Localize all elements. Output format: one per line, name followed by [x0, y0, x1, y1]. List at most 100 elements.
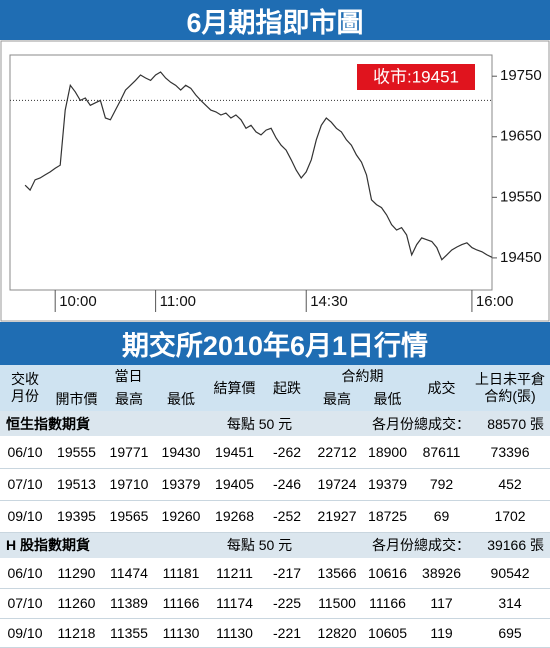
value-cell: 11130: [155, 618, 208, 648]
value-cell: 19565: [103, 500, 155, 533]
value-cell: 38926: [413, 558, 471, 589]
header-cell: 結算價: [207, 365, 263, 411]
section-title: 恒生指數期貨: [0, 411, 208, 436]
value-cell: 11389: [103, 588, 155, 619]
data-row: 07/10 19513 19710 19379 19405 -246 19724 19379 7…: [0, 468, 550, 501]
header-line: 上日未平倉: [475, 371, 546, 387]
section-row: H 股指數期貨 每點 50 元各月份總成交： 39166 張: [0, 532, 550, 558]
data-row: 09/10 19395 19565 19260 19268 -252 21927 18725 6…: [0, 500, 550, 533]
value-cell: 21927: [312, 500, 363, 533]
value-cell: 19268: [207, 500, 263, 533]
value-cell: 19771: [103, 436, 155, 469]
month-cell: 06/10: [0, 558, 50, 589]
header-row: 交收 月份 當日 結算價 起跌 合約期 成交 上日未平倉 合約(張): [0, 365, 550, 411]
value-cell: 792: [413, 468, 471, 501]
total-volume: 88570 張: [470, 411, 550, 436]
quote-table: 交收 月份 當日 結算價 起跌 合約期 成交 上日未平倉 合約(張) 開市價 最高 最低 最高 最低 恒生指…: [0, 365, 550, 648]
month-cell: 09/10: [0, 618, 50, 648]
point-value: 每點 50 元: [207, 532, 313, 558]
value-cell: 11500: [312, 588, 363, 619]
value-cell: 12820: [312, 618, 363, 648]
value-cell: -246: [262, 468, 313, 501]
chart: 19450 19550 19650 19750 10:00 11:00 14:30 16:00…: [0, 40, 550, 322]
value-cell: 11290: [50, 558, 103, 589]
value-cell: 19724: [312, 468, 363, 501]
header-cell: 最低: [155, 388, 208, 411]
value-cell: -225: [262, 588, 313, 619]
total-label: 各月份總成交：: [312, 411, 471, 436]
header-cell: 開市價: [50, 388, 103, 411]
month-cell: 06/10: [0, 436, 50, 469]
month-cell: 09/10: [0, 500, 50, 533]
value-cell: 11260: [50, 588, 103, 619]
header-row: 開市價 最高 最低 最高 最低: [0, 388, 550, 411]
price-line: [24, 71, 493, 261]
section-row: 恒生指數期貨 每點 50 元各月份總成交： 88570 張: [0, 411, 550, 436]
value-cell: 11355: [103, 618, 155, 648]
value-cell: 117: [413, 588, 471, 619]
y-tick-label: 19450: [500, 249, 542, 266]
value-cell: 87611: [413, 436, 471, 469]
value-cell: 1702: [470, 500, 550, 533]
plot-frame: [9, 54, 493, 291]
value-cell: 11211: [207, 558, 263, 589]
value-cell: 69: [413, 500, 471, 533]
section-title: H 股指數期貨: [0, 532, 208, 558]
header-cell: 成交: [413, 365, 471, 411]
value-cell: 452: [470, 468, 550, 501]
month-cell: 07/10: [0, 468, 50, 501]
annotation-box: [357, 64, 475, 90]
value-cell: -252: [262, 500, 313, 533]
value-cell: 19379: [155, 468, 208, 501]
value-cell: 10605: [362, 618, 414, 648]
header-line: 合約(張): [484, 388, 536, 404]
value-cell: 11166: [362, 588, 414, 619]
header-cell: 起跌: [262, 365, 313, 411]
value-cell: 10616: [362, 558, 414, 589]
value-cell: 11181: [155, 558, 208, 589]
value-cell: 11130: [207, 618, 263, 648]
header-cell: 最高: [312, 388, 363, 411]
table-title: 期交所2010年6月1日行情: [0, 322, 550, 365]
annotation: 收市:19451: [373, 67, 459, 86]
value-cell: 11174: [207, 588, 263, 619]
header-cell: 當日: [50, 365, 208, 388]
value-cell: 18900: [362, 436, 414, 469]
header-cell: 上日未平倉 合約(張): [470, 365, 550, 411]
data-row: 06/10 11290 11474 11181 11211 -217 13566 10616 3…: [0, 558, 550, 589]
value-cell: 73396: [470, 436, 550, 469]
value-cell: 13566: [312, 558, 363, 589]
x-tick-label: 10:00: [59, 293, 97, 310]
value-cell: 314: [470, 588, 550, 619]
value-cell: 11218: [50, 618, 103, 648]
chart-title: 6月期指即市圖: [0, 0, 550, 40]
value-cell: 19555: [50, 436, 103, 469]
value-cell: 19395: [50, 500, 103, 533]
month-cell: 07/10: [0, 588, 50, 619]
y-tick-label: 19550: [500, 188, 542, 205]
data-row: 09/10 11218 11355 11130 11130 -221 12820 10605 1…: [0, 618, 550, 648]
data-row: 07/10 11260 11389 11166 11174 -225 11500 11166 1…: [0, 588, 550, 619]
value-cell: 90542: [470, 558, 550, 589]
x-tick-label: 11:00: [160, 293, 196, 310]
header-cell: 最低: [362, 388, 414, 411]
value-cell: -262: [262, 436, 313, 469]
total-volume: 39166 張: [470, 532, 550, 558]
point-value: 每點 50 元: [207, 411, 313, 436]
header-cell: 最高: [103, 388, 155, 411]
value-cell: 18725: [362, 500, 414, 533]
header-cell: 合約期: [312, 365, 414, 388]
value-cell: 19513: [50, 468, 103, 501]
x-tick-label: 16:00: [476, 293, 514, 310]
value-cell: 19405: [207, 468, 263, 501]
y-tick-label: 19650: [500, 128, 542, 145]
value-cell: 11474: [103, 558, 155, 589]
y-tick-label: 19750: [500, 67, 542, 84]
value-cell: 19430: [155, 436, 208, 469]
value-cell: 19710: [103, 468, 155, 501]
header-line: 月份: [11, 388, 39, 404]
value-cell: -217: [262, 558, 313, 589]
value-cell: -221: [262, 618, 313, 648]
value-cell: 19260: [155, 500, 208, 533]
